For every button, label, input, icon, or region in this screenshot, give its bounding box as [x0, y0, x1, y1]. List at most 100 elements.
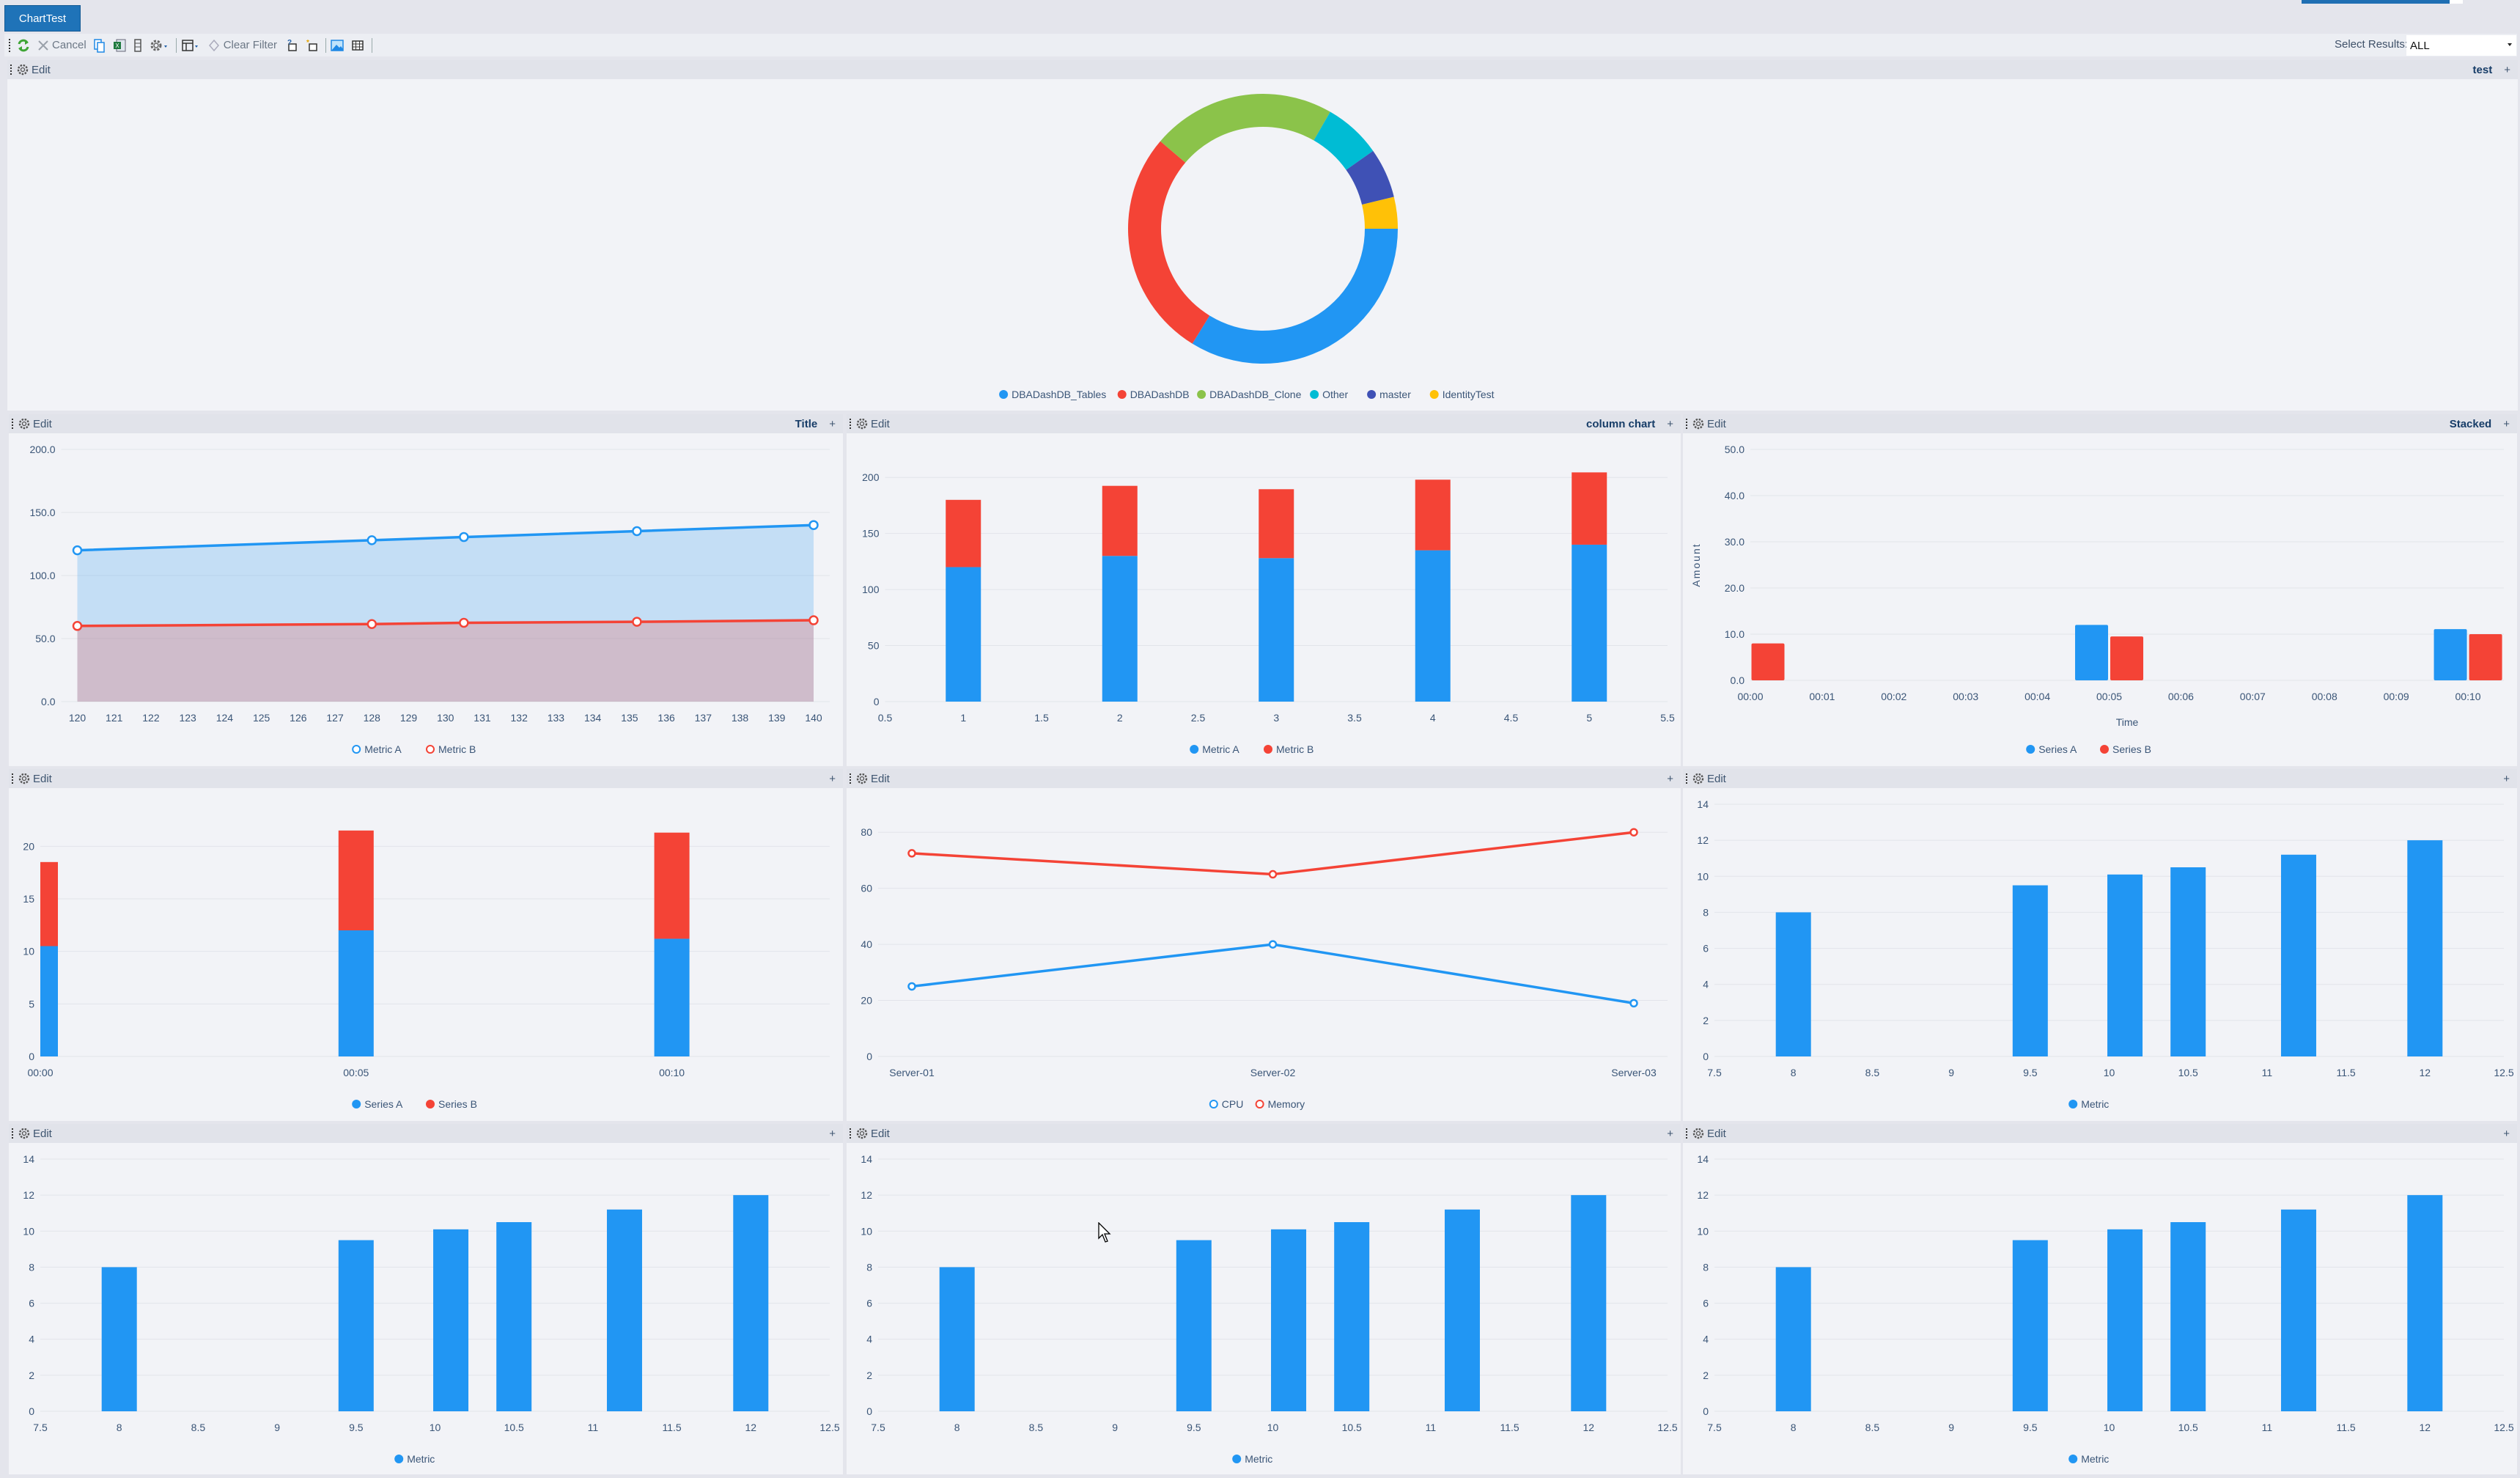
- legend-marker-icon: [1264, 745, 1272, 754]
- svg-text:?: ?: [287, 39, 292, 47]
- x-tick-label: 9.5: [349, 1422, 364, 1433]
- panel-header: Edit +: [1683, 769, 2517, 788]
- bar: [2075, 625, 2109, 680]
- layout-icon: [181, 39, 198, 51]
- gear-icon: [18, 418, 30, 430]
- edit-button[interactable]: Edit: [17, 64, 51, 76]
- columns-button[interactable]: [133, 38, 142, 53]
- legend-label: Metric: [1245, 1453, 1272, 1465]
- panel-title: column chart: [1586, 417, 1656, 430]
- legend-label: Series B: [2112, 743, 2151, 755]
- add-button[interactable]: +: [1667, 1127, 1673, 1140]
- add-button[interactable]: +: [2503, 417, 2510, 430]
- data-point: [1629, 828, 1638, 837]
- table-button[interactable]: [351, 38, 364, 53]
- export-excel-button[interactable]: X: [113, 38, 126, 53]
- drag-handle[interactable]: [10, 65, 14, 75]
- add-button[interactable]: +: [829, 1127, 836, 1140]
- chart-svg: 0 20 40 60 80 Server-01 Server-02 Server-03 CPU M…: [861, 826, 1668, 1110]
- edit-button[interactable]: Edit: [856, 1128, 890, 1140]
- data-point: [808, 615, 819, 625]
- add-button[interactable]: +: [1667, 417, 1673, 430]
- refresh-button[interactable]: [17, 38, 30, 53]
- bar: [101, 1267, 137, 1411]
- plot: [1751, 625, 2502, 680]
- edit-button[interactable]: Edit: [856, 418, 890, 430]
- settings-dropdown[interactable]: [150, 38, 169, 53]
- new-window-button[interactable]: *: [305, 38, 318, 53]
- legend-label: DBADashDB: [1130, 389, 1190, 400]
- drag-handle[interactable]: [850, 1128, 853, 1139]
- x-tick-label: 8.5: [1865, 1067, 1880, 1078]
- x-tick-label: 9.5: [1187, 1422, 1201, 1433]
- drag-handle[interactable]: [1686, 773, 1690, 784]
- drag-handle[interactable]: [850, 419, 853, 429]
- image-button[interactable]: [331, 38, 344, 53]
- window-new-icon: *: [306, 39, 317, 51]
- panel-header: Edit +: [9, 1124, 843, 1143]
- data-point: [366, 535, 377, 545]
- bar: [1415, 479, 1451, 551]
- tab-charttest[interactable]: ChartTest: [4, 5, 81, 32]
- chart-area: 0 5 10 15 20 00:00 00:05 00:10 Series A Series B: [9, 788, 843, 1121]
- chart-panel: Edit + 0 20 40 60 80 Server-01 Server-02 Server…: [847, 769, 1681, 1121]
- edit-button[interactable]: Edit: [18, 773, 52, 785]
- window-question-icon: ?: [287, 39, 297, 51]
- edit-button[interactable]: Edit: [1692, 773, 1726, 785]
- excel-icon: X: [113, 39, 126, 51]
- y-tick-label: 12: [861, 1189, 872, 1201]
- chart-svg: 0 2 4 6 8 10 12 14 7.5 8 8.5 9 9.5 10 10.5 11 11.5 12 12.5…: [1697, 798, 2513, 1110]
- donut-slice: [1346, 150, 1394, 205]
- edit-button[interactable]: Edit: [18, 1128, 52, 1140]
- panel-header: Edit test +: [7, 60, 2518, 79]
- add-button[interactable]: +: [829, 417, 836, 430]
- edit-button[interactable]: Edit: [1692, 418, 1726, 430]
- edit-button[interactable]: Edit: [1692, 1128, 1726, 1140]
- y-tick-label: 0.0: [41, 696, 56, 707]
- legend-label: Metric A: [1202, 743, 1239, 755]
- layout-dropdown[interactable]: [181, 38, 200, 53]
- drag-handle[interactable]: [12, 1128, 15, 1139]
- drag-handle[interactable]: [850, 773, 853, 784]
- edit-button[interactable]: Edit: [856, 773, 890, 785]
- data-point: [808, 520, 819, 530]
- y-tick-label: 30.0: [1725, 536, 1745, 548]
- window-help-button[interactable]: ?: [284, 38, 298, 53]
- progress-bar-end: [2450, 0, 2463, 4]
- cancel-button[interactable]: Cancel: [37, 39, 86, 51]
- add-button[interactable]: +: [829, 772, 836, 785]
- y-tick-label: 10: [23, 1225, 34, 1237]
- edit-button[interactable]: Edit: [18, 418, 52, 430]
- add-button[interactable]: +: [2504, 63, 2510, 76]
- x-tick-label: 8: [1791, 1422, 1797, 1433]
- y-tick-label: 100: [862, 584, 880, 595]
- bar: [2407, 840, 2443, 1056]
- add-button[interactable]: +: [2503, 772, 2510, 785]
- x-tick-label: 122: [142, 712, 160, 724]
- bar: [1572, 544, 1607, 702]
- select-results-dropdown[interactable]: ALL: [2406, 35, 2516, 56]
- drag-handle[interactable]: [12, 773, 15, 784]
- bar: [338, 930, 374, 1056]
- add-button[interactable]: +: [1667, 772, 1673, 785]
- y-tick-label: 14: [1697, 1153, 1709, 1165]
- bar: [606, 1209, 642, 1411]
- x-tick-label: 120: [69, 712, 86, 724]
- donut-slice: [1314, 111, 1374, 170]
- add-button[interactable]: +: [2503, 1127, 2510, 1140]
- y-tick-label: 50.0: [1725, 444, 1745, 455]
- y-tick-label: 8: [866, 1261, 872, 1273]
- toolbar-grip[interactable]: [9, 38, 12, 52]
- bar: [2170, 867, 2206, 1056]
- chart-panel: Edit + 0 2 4 6 8 10 12 14 7.5 8 8.5 9 9.5 10 10.5 11 11.…: [847, 1124, 1681, 1474]
- y-tick-label: 4: [1703, 1334, 1709, 1345]
- copy-button[interactable]: [93, 38, 106, 53]
- drag-handle[interactable]: [1686, 419, 1690, 429]
- x-tick-label: 134: [584, 712, 602, 724]
- columns-icon: [133, 38, 141, 52]
- drag-handle[interactable]: [1686, 1128, 1690, 1139]
- legend-label: Metric B: [1276, 743, 1314, 755]
- clear-filter-button[interactable]: Clear Filter: [207, 38, 277, 53]
- drag-handle[interactable]: [12, 419, 15, 429]
- y-tick-label: 2: [1703, 1015, 1709, 1026]
